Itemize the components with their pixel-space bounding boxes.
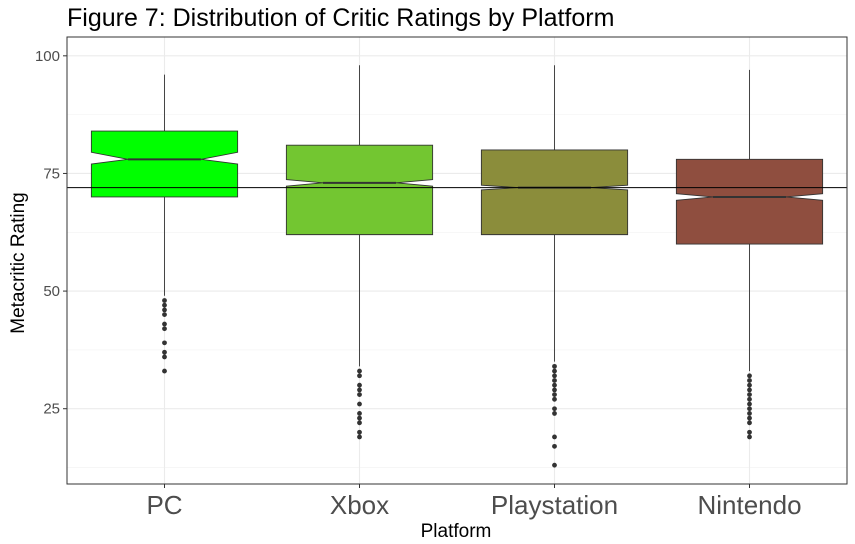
x-tick-label: Xbox — [330, 490, 389, 520]
outlier-point — [552, 462, 557, 468]
outlier-point — [552, 406, 557, 412]
grid-lines — [67, 37, 847, 484]
box-pc — [90, 74, 239, 374]
outlier-point — [357, 411, 362, 416]
box-nintendo — [675, 69, 824, 440]
outlier-point — [162, 349, 167, 355]
box-xbox — [285, 65, 434, 440]
outlier-point — [747, 387, 752, 393]
outlier-point — [747, 406, 752, 412]
outlier-point — [162, 354, 167, 360]
outlier-point — [357, 368, 362, 374]
outlier-point — [747, 373, 752, 379]
outlier-point — [747, 378, 752, 383]
outlier-point — [162, 326, 167, 332]
outlier-point — [162, 302, 167, 308]
outlier-point — [162, 298, 167, 303]
outlier-point — [552, 387, 557, 393]
x-tick-label: Nintendo — [697, 490, 801, 520]
outlier-point — [357, 420, 362, 426]
outlier-point — [357, 434, 362, 440]
outlier-point — [747, 429, 752, 435]
outlier-point — [747, 411, 752, 416]
y-axis-title: Metacritic Rating — [8, 192, 29, 334]
outlier-point — [162, 312, 167, 318]
outlier-point — [357, 373, 362, 379]
outlier-point — [162, 340, 167, 346]
y-tick-label: 50 — [43, 283, 60, 300]
y-axis: 25 50 75 100 — [35, 48, 67, 418]
outlier-point — [747, 382, 752, 388]
outlier-point — [552, 368, 557, 374]
outlier-point — [552, 378, 557, 383]
box-playstation — [480, 65, 629, 468]
outlier-point — [552, 382, 557, 388]
outlier-point — [552, 373, 557, 379]
outlier-point — [552, 434, 557, 440]
outlier-point — [747, 392, 752, 397]
outlier-point — [357, 382, 362, 388]
outlier-point — [552, 411, 557, 416]
outlier-point — [357, 415, 362, 421]
outlier-point — [357, 387, 362, 393]
x-axis-title: Platform — [421, 521, 492, 542]
y-tick-label: 100 — [35, 48, 60, 65]
outlier-point — [357, 401, 362, 407]
box-body — [285, 144, 434, 236]
outlier-point — [552, 363, 557, 369]
outlier-point — [747, 420, 752, 426]
outlier-point — [357, 429, 362, 435]
box-body — [480, 149, 629, 236]
outlier-point — [747, 434, 752, 440]
outlier-point — [162, 321, 167, 327]
outlier-point — [162, 368, 167, 374]
x-tick-label: PC — [146, 490, 182, 520]
y-tick-label: 75 — [43, 165, 60, 182]
outlier-point — [747, 401, 752, 407]
boxes-layer — [90, 65, 824, 468]
box-body — [90, 130, 239, 198]
outlier-point — [552, 392, 557, 397]
outlier-point — [357, 392, 362, 397]
outlier-point — [552, 443, 557, 449]
x-tick-label: Playstation — [491, 490, 618, 520]
x-axis: PC Xbox Playstation Nintendo — [146, 484, 802, 520]
y-tick-label: 25 — [43, 401, 60, 418]
outlier-point — [747, 415, 752, 421]
outlier-point — [552, 396, 557, 402]
box-body — [675, 158, 824, 245]
plot-panel-border — [66, 36, 848, 485]
outlier-point — [162, 307, 167, 313]
outlier-point — [747, 396, 752, 402]
chart-title: Figure 7: Distribution of Critic Ratings… — [67, 4, 615, 32]
